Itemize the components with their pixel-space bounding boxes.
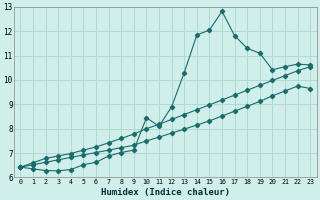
X-axis label: Humidex (Indice chaleur): Humidex (Indice chaleur) bbox=[101, 188, 230, 197]
